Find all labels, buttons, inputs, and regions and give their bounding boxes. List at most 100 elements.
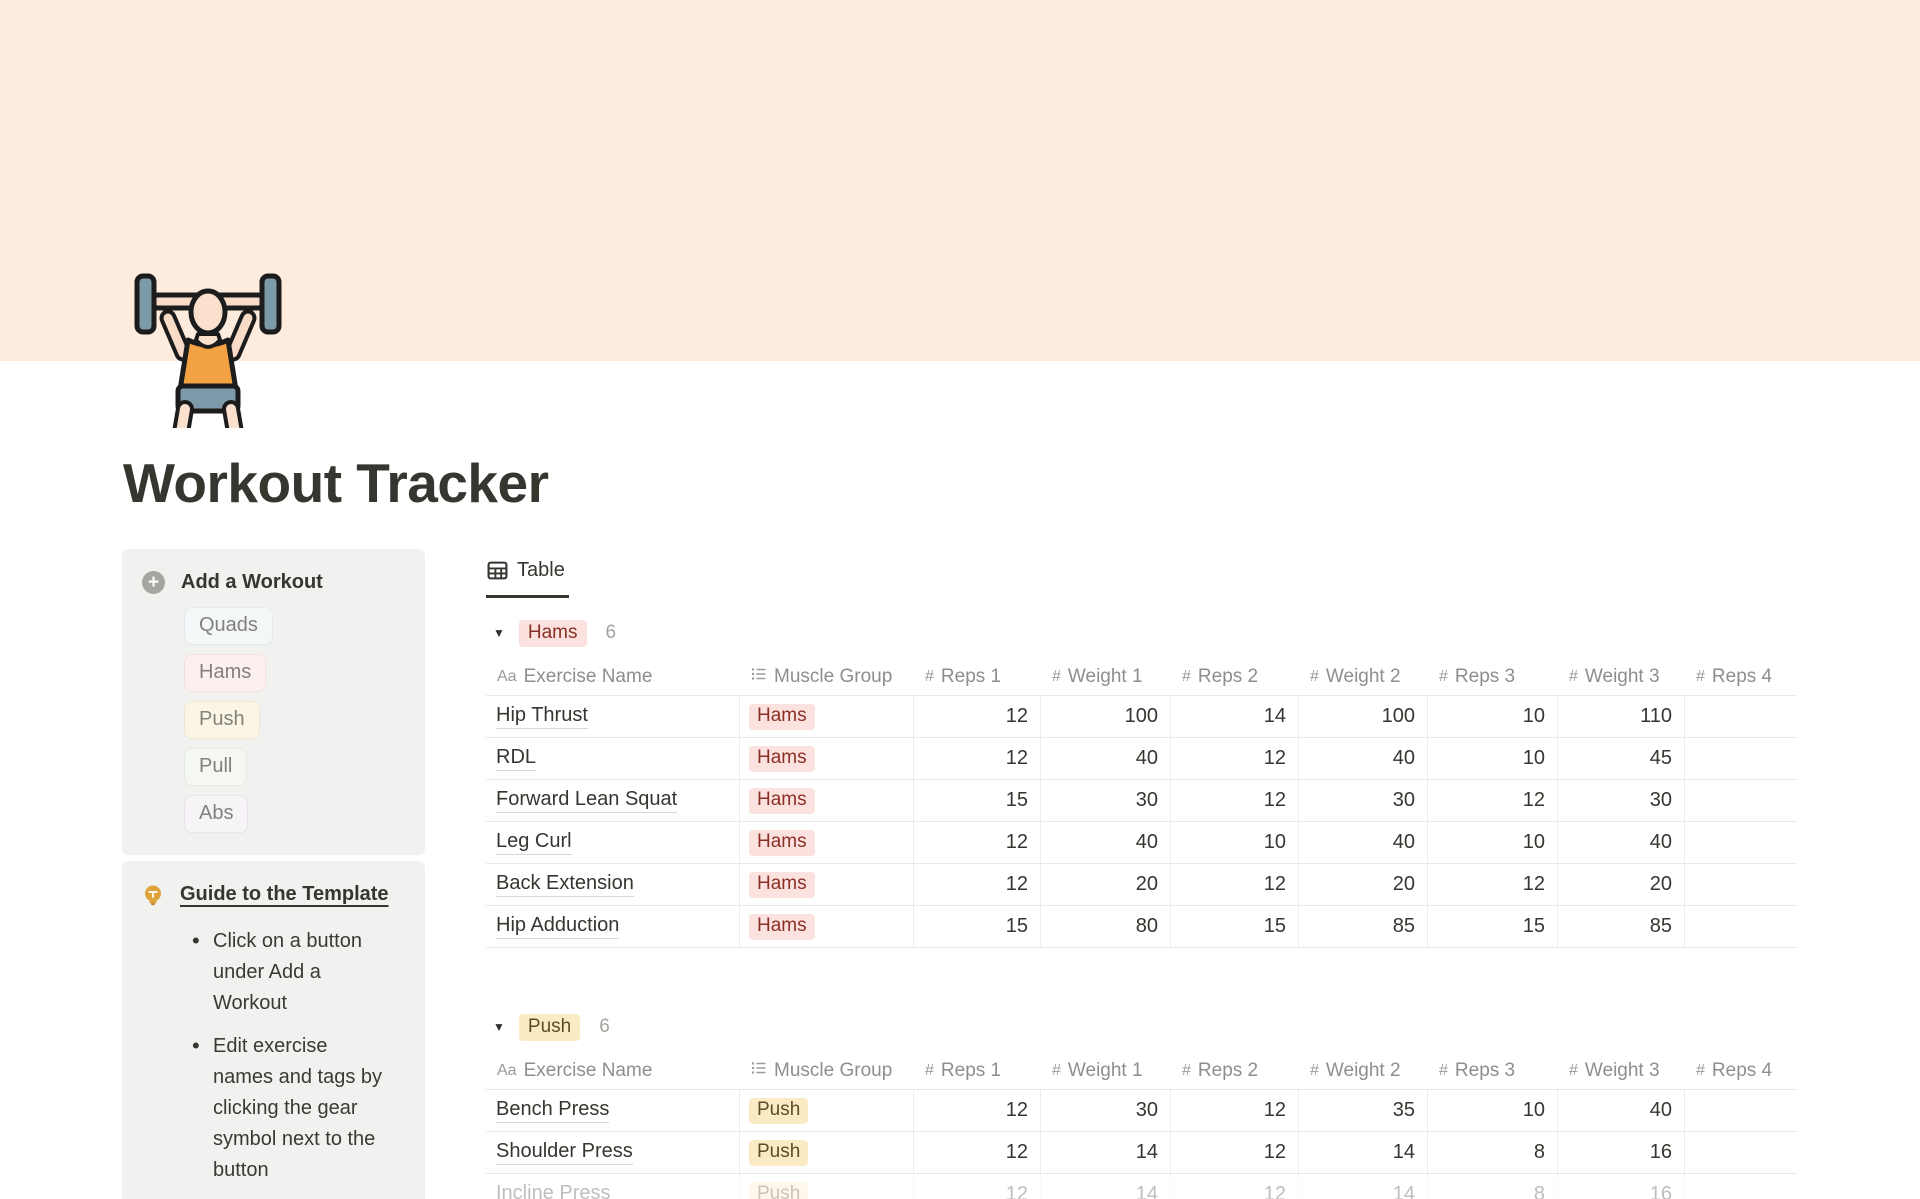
cell-value[interactable]: 15 — [1171, 906, 1299, 947]
group-header-hams[interactable]: ▼ Hams 6 — [486, 616, 1797, 650]
cell-value[interactable]: 85 — [1299, 906, 1428, 947]
cell-exercise-name[interactable]: Hip Thrust — [486, 696, 740, 737]
cell-value[interactable]: 40 — [1558, 1090, 1685, 1131]
tab-table[interactable]: Table — [486, 550, 569, 598]
column-header-reps-3[interactable]: # Reps 3 — [1428, 658, 1558, 695]
cell-value[interactable]: 30 — [1041, 780, 1171, 821]
column-header-weight-1[interactable]: # Weight 1 — [1041, 658, 1171, 695]
workout-button-push[interactable]: Push — [184, 701, 260, 739]
cell-value[interactable]: 10 — [1428, 822, 1558, 863]
cell-value[interactable]: 16 — [1558, 1132, 1685, 1173]
cell-value[interactable]: 14 — [1299, 1132, 1428, 1173]
cell-value[interactable]: 85 — [1558, 906, 1685, 947]
column-header-reps-1[interactable]: # Reps 1 — [914, 1052, 1041, 1089]
workout-button-pull[interactable]: Pull — [184, 748, 248, 786]
column-header-reps-1[interactable]: # Reps 1 — [914, 658, 1041, 695]
cell-value[interactable]: 30 — [1558, 780, 1685, 821]
cell-value[interactable]: 12 — [914, 738, 1041, 779]
cell-value[interactable] — [1685, 780, 1797, 821]
cell-value[interactable]: 12 — [914, 1090, 1041, 1131]
workout-button-abs[interactable]: Abs — [184, 795, 249, 833]
cell-value[interactable] — [1685, 696, 1797, 737]
column-header-reps-2[interactable]: # Reps 2 — [1171, 658, 1299, 695]
cell-value[interactable]: 40 — [1041, 738, 1171, 779]
cell-value[interactable]: 15 — [914, 906, 1041, 947]
weightlifter-icon[interactable] — [128, 268, 288, 460]
cell-exercise-name[interactable]: Incline Press — [486, 1174, 740, 1199]
cell-value[interactable] — [1685, 906, 1797, 947]
cell-value[interactable]: 80 — [1041, 906, 1171, 947]
column-header-weight-2[interactable]: # Weight 2 — [1299, 1052, 1428, 1089]
cell-exercise-name[interactable]: Shoulder Press — [486, 1132, 740, 1173]
cell-value[interactable]: 12 — [1171, 1174, 1299, 1199]
cell-value[interactable]: 8 — [1428, 1132, 1558, 1173]
column-header-reps-4[interactable]: # Reps 4 — [1685, 1052, 1797, 1089]
cell-exercise-name[interactable]: Forward Lean Squat — [486, 780, 740, 821]
table-row[interactable]: Shoulder Press Push 12 14 12 14 8 16 — [486, 1132, 1797, 1174]
cell-value[interactable]: 110 — [1558, 696, 1685, 737]
column-header-reps-3[interactable]: # Reps 3 — [1428, 1052, 1558, 1089]
group-header-push[interactable]: ▼ Push 6 — [486, 1010, 1797, 1044]
collapse-triangle-icon[interactable]: ▼ — [493, 1020, 505, 1034]
cell-muscle-group[interactable]: Hams — [740, 738, 914, 779]
cell-value[interactable]: 40 — [1558, 822, 1685, 863]
cell-value[interactable]: 20 — [1299, 864, 1428, 905]
cell-value[interactable]: 20 — [1558, 864, 1685, 905]
column-header-weight-3[interactable]: # Weight 3 — [1558, 658, 1685, 695]
table-row[interactable]: RDL Hams 12 40 12 40 10 45 — [486, 738, 1797, 780]
cell-value[interactable]: 16 — [1558, 1174, 1685, 1199]
cell-value[interactable]: 14 — [1041, 1174, 1171, 1199]
cell-value[interactable] — [1685, 822, 1797, 863]
column-header-weight-1[interactable]: # Weight 1 — [1041, 1052, 1171, 1089]
column-header-reps-2[interactable]: # Reps 2 — [1171, 1052, 1299, 1089]
cell-value[interactable]: 40 — [1299, 822, 1428, 863]
cell-value[interactable]: 12 — [914, 822, 1041, 863]
table-row[interactable]: Hip Adduction Hams 15 80 15 85 15 85 — [486, 906, 1797, 948]
table-row[interactable]: Bench Press Push 12 30 12 35 10 40 — [486, 1090, 1797, 1132]
cell-value[interactable]: 12 — [1428, 864, 1558, 905]
column-header-exercise-name[interactable]: Aa Exercise Name — [486, 1052, 740, 1089]
cell-muscle-group[interactable]: Hams — [740, 906, 914, 947]
table-row[interactable]: Hip Thrust Hams 12 100 14 100 10 110 — [486, 696, 1797, 738]
cell-value[interactable]: 10 — [1428, 1090, 1558, 1131]
cell-value[interactable]: 12 — [1428, 780, 1558, 821]
cell-exercise-name[interactable]: Bench Press — [486, 1090, 740, 1131]
cell-value[interactable]: 12 — [914, 696, 1041, 737]
column-header-muscle-group[interactable]: Muscle Group — [740, 1052, 914, 1089]
cell-value[interactable]: 12 — [914, 1132, 1041, 1173]
cell-value[interactable]: 15 — [914, 780, 1041, 821]
cell-value[interactable]: 15 — [1428, 906, 1558, 947]
table-row[interactable]: Leg Curl Hams 12 40 10 40 10 40 — [486, 822, 1797, 864]
cell-value[interactable]: 14 — [1299, 1174, 1428, 1199]
workout-button-quads[interactable]: Quads — [184, 607, 273, 645]
cell-value[interactable]: 40 — [1041, 822, 1171, 863]
cell-value[interactable]: 14 — [1041, 1132, 1171, 1173]
cell-value[interactable]: 12 — [1171, 1090, 1299, 1131]
column-header-muscle-group[interactable]: Muscle Group — [740, 658, 914, 695]
cell-value[interactable]: 10 — [1428, 738, 1558, 779]
cell-value[interactable]: 100 — [1041, 696, 1171, 737]
cell-value[interactable] — [1685, 1090, 1797, 1131]
cell-value[interactable]: 12 — [1171, 1132, 1299, 1173]
cell-value[interactable]: 45 — [1558, 738, 1685, 779]
cell-value[interactable]: 8 — [1428, 1174, 1558, 1199]
cell-exercise-name[interactable]: Hip Adduction — [486, 906, 740, 947]
cell-muscle-group[interactable]: Hams — [740, 780, 914, 821]
cell-value[interactable]: 12 — [1171, 864, 1299, 905]
cell-value[interactable]: 12 — [914, 1174, 1041, 1199]
cell-value[interactable]: 10 — [1428, 696, 1558, 737]
cell-value[interactable] — [1685, 1132, 1797, 1173]
workout-button-hams[interactable]: Hams — [184, 654, 267, 692]
cell-value[interactable] — [1685, 864, 1797, 905]
cell-muscle-group[interactable]: Hams — [740, 696, 914, 737]
table-row[interactable]: Incline Press Push 12 14 12 14 8 16 — [486, 1174, 1797, 1199]
column-header-exercise-name[interactable]: Aa Exercise Name — [486, 658, 740, 695]
cell-value[interactable]: 30 — [1041, 1090, 1171, 1131]
cell-muscle-group[interactable]: Hams — [740, 864, 914, 905]
cell-value[interactable]: 40 — [1299, 738, 1428, 779]
cell-muscle-group[interactable]: Push — [740, 1174, 914, 1199]
cell-value[interactable]: 35 — [1299, 1090, 1428, 1131]
column-header-reps-4[interactable]: # Reps 4 — [1685, 658, 1797, 695]
cell-exercise-name[interactable]: RDL — [486, 738, 740, 779]
cell-muscle-group[interactable]: Hams — [740, 822, 914, 863]
